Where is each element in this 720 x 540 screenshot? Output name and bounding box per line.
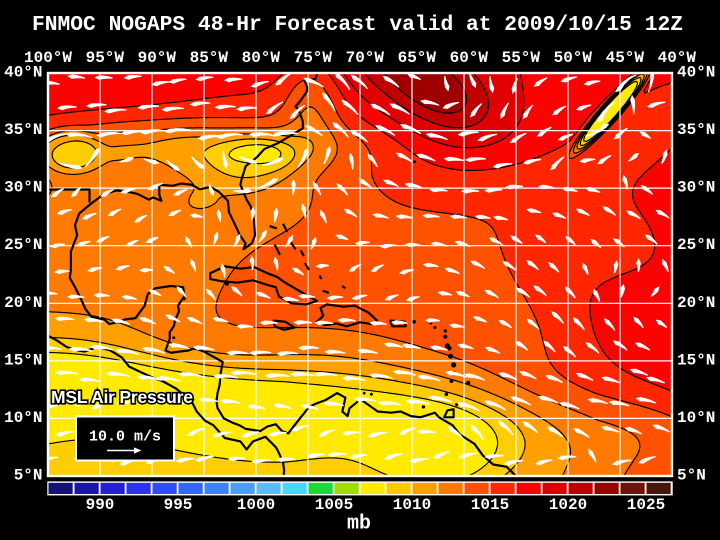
svg-text:FNMOC NOGAPS 48-Hr Forecast va: FNMOC NOGAPS 48-Hr Forecast valid at 200…	[32, 13, 683, 37]
svg-text:MSL Air Pressure: MSL Air Pressure	[51, 387, 193, 407]
svg-text:90°W: 90°W	[138, 49, 177, 67]
svg-text:1000: 1000	[237, 496, 275, 514]
svg-text:5°N: 5°N	[677, 467, 706, 485]
svg-text:95°W: 95°W	[86, 49, 125, 67]
svg-text:50°W: 50°W	[554, 49, 593, 67]
svg-text:1020: 1020	[549, 496, 587, 514]
svg-text:10.0 m/s: 10.0 m/s	[89, 429, 161, 446]
svg-text:30°N: 30°N	[4, 179, 42, 197]
svg-text:20°N: 20°N	[4, 294, 42, 312]
svg-text:1010: 1010	[393, 496, 431, 514]
svg-text:5°N: 5°N	[14, 467, 43, 485]
svg-text:45°W: 45°W	[606, 49, 645, 67]
svg-text:40°N: 40°N	[677, 64, 715, 82]
svg-text:70°W: 70°W	[346, 49, 385, 67]
svg-text:1025: 1025	[627, 496, 665, 514]
svg-text:20°N: 20°N	[677, 294, 715, 312]
svg-text:10°N: 10°N	[677, 409, 715, 427]
svg-text:25°N: 25°N	[4, 236, 42, 254]
svg-text:40°W: 40°W	[658, 49, 697, 67]
svg-text:995: 995	[164, 496, 193, 514]
svg-text:30°N: 30°N	[677, 179, 715, 197]
svg-text:15°N: 15°N	[4, 351, 42, 369]
svg-text:15°N: 15°N	[677, 351, 715, 369]
svg-text:55°W: 55°W	[502, 49, 541, 67]
svg-text:80°W: 80°W	[242, 49, 281, 67]
svg-text:40°N: 40°N	[4, 64, 42, 82]
svg-text:990: 990	[86, 496, 115, 514]
svg-text:1005: 1005	[315, 496, 353, 514]
svg-text:75°W: 75°W	[294, 49, 333, 67]
svg-text:35°N: 35°N	[4, 121, 42, 139]
svg-text:65°W: 65°W	[398, 49, 437, 67]
svg-text:10°N: 10°N	[4, 409, 42, 427]
svg-text:25°N: 25°N	[677, 236, 715, 254]
svg-text:60°W: 60°W	[450, 49, 489, 67]
svg-text:mb: mb	[347, 513, 371, 536]
svg-text:85°W: 85°W	[190, 49, 229, 67]
svg-text:1015: 1015	[471, 496, 509, 514]
svg-text:35°N: 35°N	[677, 121, 715, 139]
svg-text:100°W: 100°W	[24, 49, 72, 67]
